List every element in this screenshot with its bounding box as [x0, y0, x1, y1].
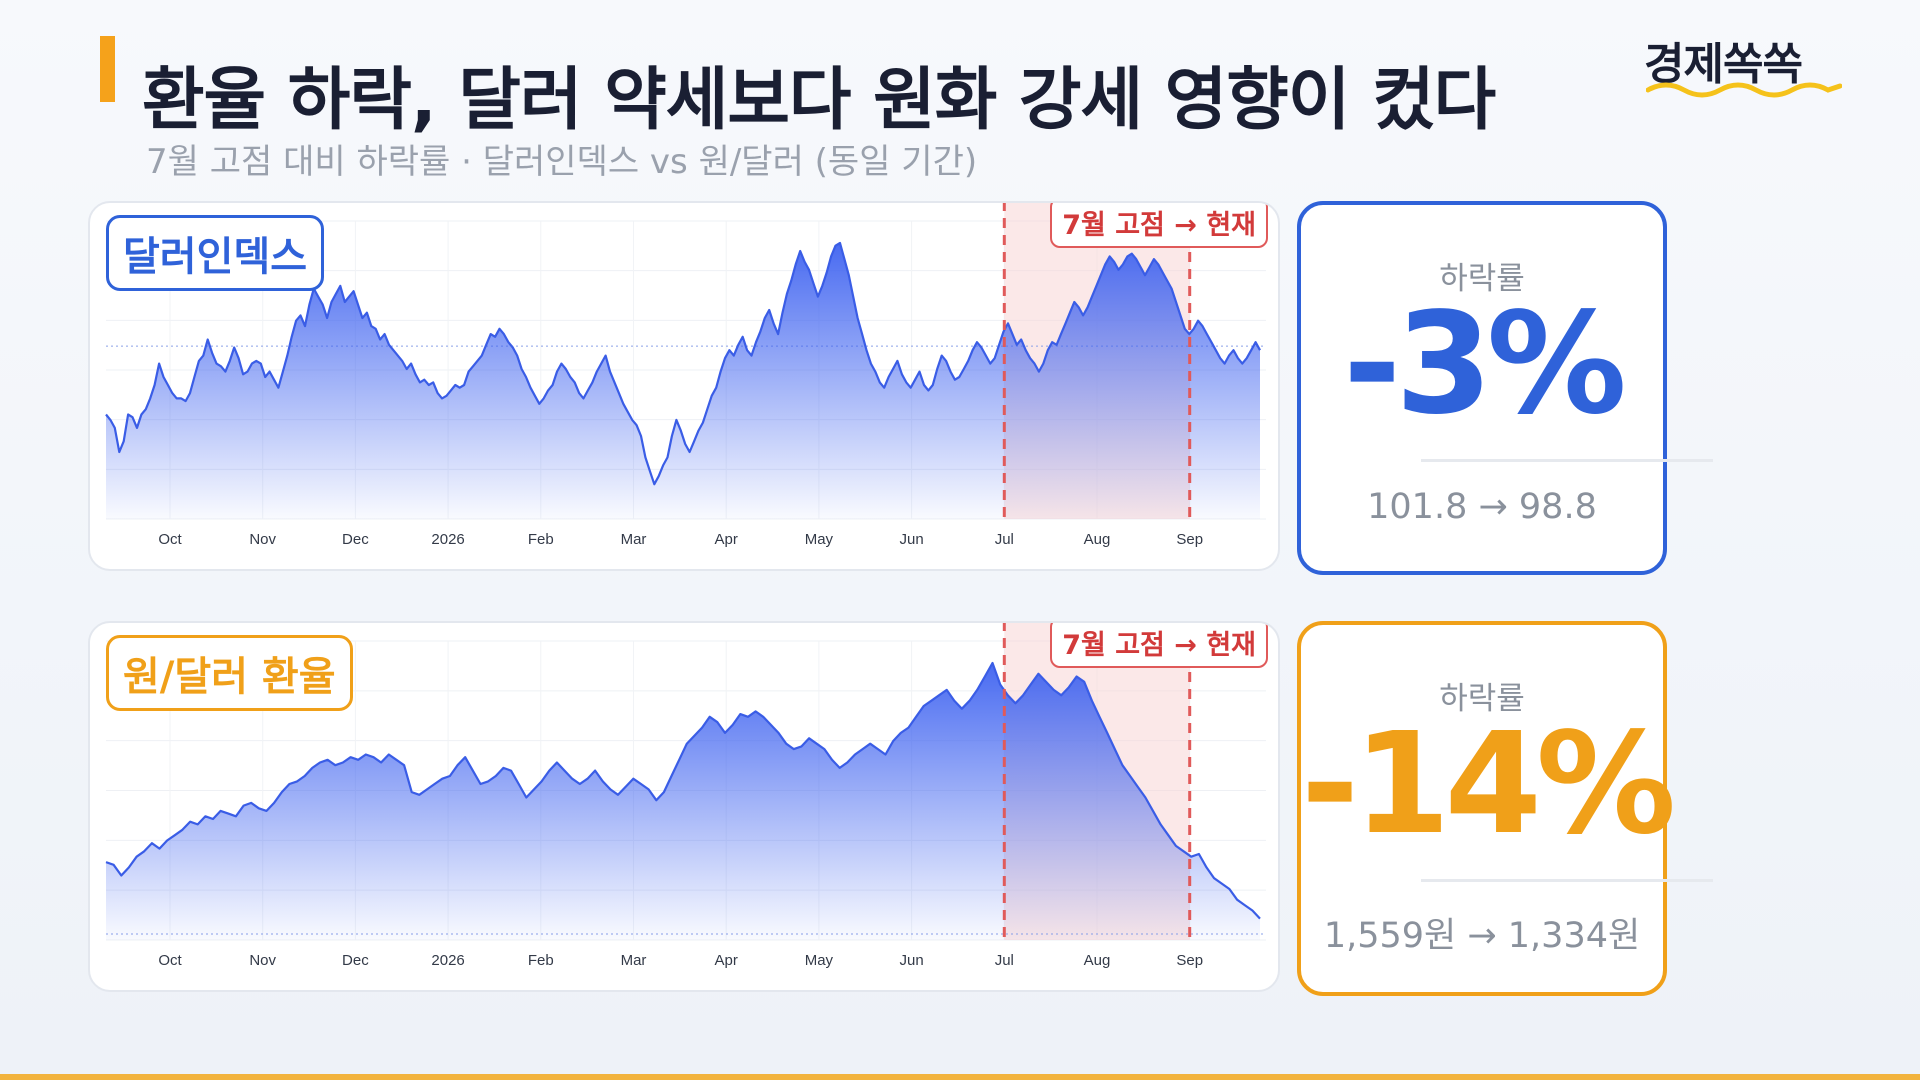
page-title: 환율 하락, 달러 약세보다 원화 강세 영향이 컸다: [142, 61, 1496, 140]
x-tick-label: Mar: [621, 952, 647, 969]
x-tick-label: 2026: [431, 952, 464, 969]
stat-label: 하락률: [1439, 261, 1525, 297]
krw-usd-period-label: 7월 고점 → 현재: [1050, 623, 1268, 668]
x-tick-label: Mar: [621, 531, 647, 548]
dollar-index-chart-title: 달러인덱스: [106, 215, 324, 291]
stat-range: 101.8 → 98.8: [1367, 487, 1597, 527]
stat-value: -3%: [1343, 283, 1627, 446]
page-subtitle: 7월 고점 대비 하락률 · 달러인덱스 vs 원/달러 (동일 기간): [146, 142, 978, 182]
brand-underline-icon: [1646, 82, 1842, 98]
x-tick-label: Sep: [1176, 952, 1203, 969]
x-tick-label: Apr: [715, 952, 738, 969]
x-tick-label: May: [805, 531, 834, 548]
krw-usd-chart-title: 원/달러 환율: [106, 635, 353, 711]
krw-usd-chart: Oct Nov Dec 2026 Feb Mar Apr May Jun Jul Aug Sep: [105, 623, 1266, 969]
series-line: [105, 241, 1261, 486]
x-tick-label: Aug: [1084, 531, 1111, 548]
stat-divider: [1421, 459, 1713, 462]
x-tick-label: Feb: [528, 531, 554, 548]
title-accent-bar: [100, 36, 115, 102]
dollar-index-chart-card: Oct Nov Dec 2026 Feb Mar Apr May Jun Jul Aug Sep 달러…: [88, 201, 1280, 571]
x-tick-label: Jul: [995, 952, 1014, 969]
dollar-index-stat-card: 하락률 -3% 101.8 → 98.8: [1297, 201, 1713, 575]
x-tick-label: Jul: [995, 531, 1014, 548]
stat-divider: [1421, 879, 1713, 882]
brand-logo: 경제쏙쏙: [1636, 26, 1848, 98]
x-tick-label: May: [805, 952, 834, 969]
series-line: [105, 661, 1261, 920]
krw-usd-chart-card: Oct Nov Dec 2026 Feb Mar Apr May Jun Jul Aug Sep 원/…: [88, 621, 1280, 992]
bottom-accent-line: [0, 1074, 1920, 1080]
x-tick-label: Aug: [1084, 952, 1111, 969]
stat-label: 하락률: [1439, 681, 1525, 717]
dollar-index-period-label: 7월 고점 → 현재: [1050, 203, 1268, 248]
x-tick-label: Feb: [528, 952, 554, 969]
krw-usd-stat-card: 하락률 -14% 1,559원 → 1,334원: [1297, 621, 1713, 996]
x-tick-label: Apr: [715, 531, 738, 548]
x-tick-label: 2026: [431, 531, 464, 548]
x-tick-label: Oct: [158, 531, 182, 548]
x-tick-label: Dec: [342, 952, 369, 969]
x-tick-label: Oct: [158, 952, 182, 969]
x-tick-label: Jun: [900, 531, 924, 548]
x-tick-label: Nov: [249, 531, 276, 548]
brand-logo-text: 경제쏙쏙: [1644, 39, 1803, 90]
series-area: [106, 243, 1260, 519]
series-area: [106, 663, 1260, 940]
stat-value: -14%: [1301, 703, 1676, 866]
x-tick-label: Dec: [342, 531, 369, 548]
x-tick-label: Sep: [1176, 531, 1203, 548]
stat-range: 1,559원 → 1,334원: [1323, 916, 1641, 956]
x-tick-label: Nov: [249, 952, 276, 969]
dollar-index-chart: Oct Nov Dec 2026 Feb Mar Apr May Jun Jul Aug Sep: [105, 203, 1266, 548]
x-tick-label: Jun: [900, 952, 924, 969]
